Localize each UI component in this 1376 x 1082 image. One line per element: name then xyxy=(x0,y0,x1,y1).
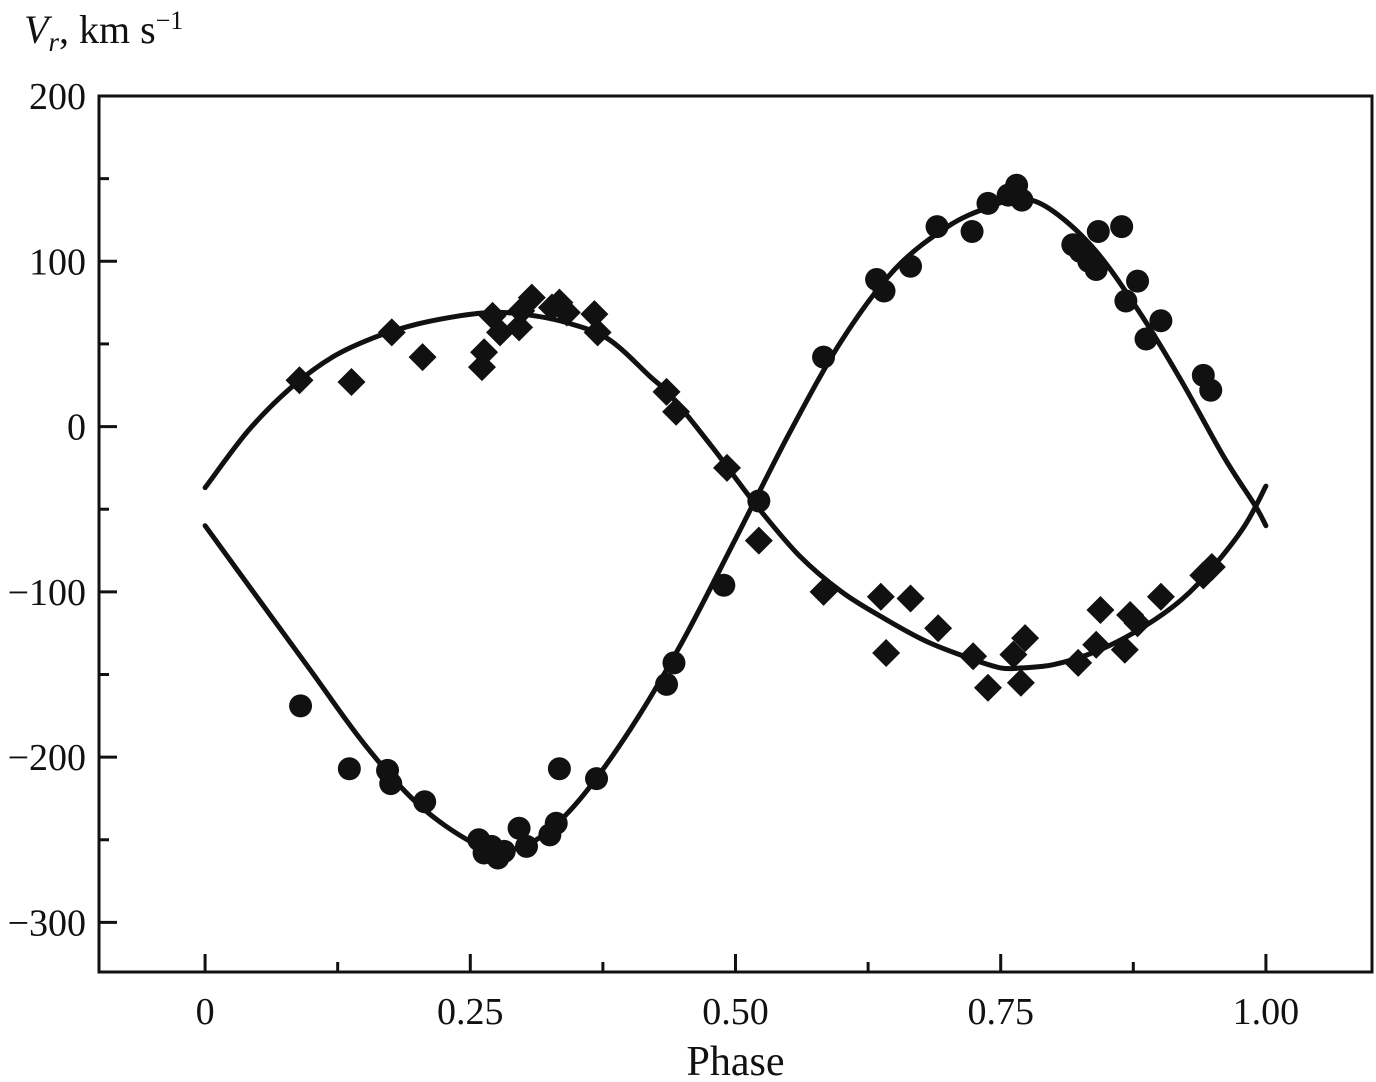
primary-data-point xyxy=(1110,215,1134,239)
secondary-data-point xyxy=(652,377,681,406)
secondary-data-point xyxy=(866,582,895,611)
primary-data-point xyxy=(1086,220,1110,244)
secondary-data-point xyxy=(872,639,901,668)
secondary-data-point xyxy=(959,642,988,671)
primary-data-point xyxy=(1134,327,1158,351)
secondary-data-point xyxy=(924,614,953,643)
secondary-data-point xyxy=(1086,596,1115,625)
primary-data-point xyxy=(655,672,679,696)
secondary-data-point xyxy=(662,397,691,426)
y-axis-subscript: r xyxy=(48,27,59,57)
primary-data-point xyxy=(515,834,539,858)
secondary-data-point xyxy=(1197,553,1226,582)
y-tick-label: −300 xyxy=(8,902,86,944)
primary-data-point xyxy=(662,651,686,675)
secondary-data-point xyxy=(470,338,499,367)
primary-data-point xyxy=(925,215,949,239)
primary-data-point xyxy=(812,345,836,369)
secondary-data-point xyxy=(896,584,925,613)
y-axis-exponent: −1 xyxy=(155,6,184,35)
primary-fit-curve xyxy=(202,195,1269,853)
y-axis-unit: , km s xyxy=(58,7,156,52)
primary-data-point xyxy=(289,694,313,718)
secondary-data-point xyxy=(377,318,406,347)
secondary-data-point xyxy=(517,283,546,312)
primary-data-point xyxy=(1114,289,1138,313)
primary-data-point xyxy=(1084,258,1108,282)
secondary-data-point xyxy=(1123,609,1152,638)
primary-data-point xyxy=(585,767,609,791)
y-axis-symbol: V xyxy=(24,7,49,52)
x-tick-label: 1.00 xyxy=(1233,991,1300,1033)
y-axis-title: Vr, km s−1 xyxy=(24,2,183,58)
secondary-data-point xyxy=(337,367,366,396)
primary-data-point xyxy=(492,839,516,863)
primary-data-point xyxy=(379,772,403,796)
y-tick-label: −200 xyxy=(8,737,86,779)
primary-data-point xyxy=(976,191,1000,215)
secondary-data-point xyxy=(505,313,534,342)
y-tick-label: 0 xyxy=(67,407,86,449)
x-axis-title: Phase xyxy=(687,1039,785,1082)
secondary-data-point xyxy=(1011,624,1040,653)
secondary-data-point xyxy=(1110,635,1139,664)
secondary-data-point xyxy=(1146,582,1175,611)
primary-data-point xyxy=(1126,269,1150,293)
primary-data-point xyxy=(960,220,984,244)
primary-data-point xyxy=(1010,188,1034,212)
secondary-data-point xyxy=(1064,648,1093,677)
secondary-data-point xyxy=(809,577,838,606)
secondary-data-point xyxy=(973,673,1002,702)
primary-data-point xyxy=(899,254,923,278)
secondary-data-point xyxy=(408,343,437,372)
primary-data-point xyxy=(747,489,771,513)
secondary-data-point xyxy=(583,318,612,347)
secondary-data-point xyxy=(999,640,1028,669)
primary-data-point xyxy=(413,790,437,814)
x-tick-label: 0.25 xyxy=(437,991,504,1033)
secondary-data-point xyxy=(485,318,514,347)
primary-data-point xyxy=(507,816,531,840)
primary-data-point xyxy=(1199,378,1223,402)
secondary-data-point xyxy=(552,298,581,327)
secondary-data-point xyxy=(580,300,609,329)
y-tick-label: −100 xyxy=(8,572,86,614)
secondary-data-point xyxy=(713,453,742,482)
x-tick-label: 0.50 xyxy=(702,991,769,1033)
x-tick-label: 0.75 xyxy=(967,991,1034,1033)
primary-data-point xyxy=(872,279,896,303)
primary-data-point xyxy=(712,573,736,597)
primary-data-point xyxy=(544,811,568,835)
x-tick-label: 0 xyxy=(196,991,215,1033)
primary-data-point xyxy=(337,757,361,781)
secondary-data-point xyxy=(1082,630,1111,659)
secondary-data-point xyxy=(1006,668,1035,697)
y-tick-label: 200 xyxy=(29,76,86,118)
secondary-data-point xyxy=(744,526,773,555)
secondary-data-point xyxy=(285,366,314,395)
primary-data-point xyxy=(547,757,571,781)
primary-data-point xyxy=(1149,309,1173,333)
y-tick-label: 100 xyxy=(29,241,86,283)
